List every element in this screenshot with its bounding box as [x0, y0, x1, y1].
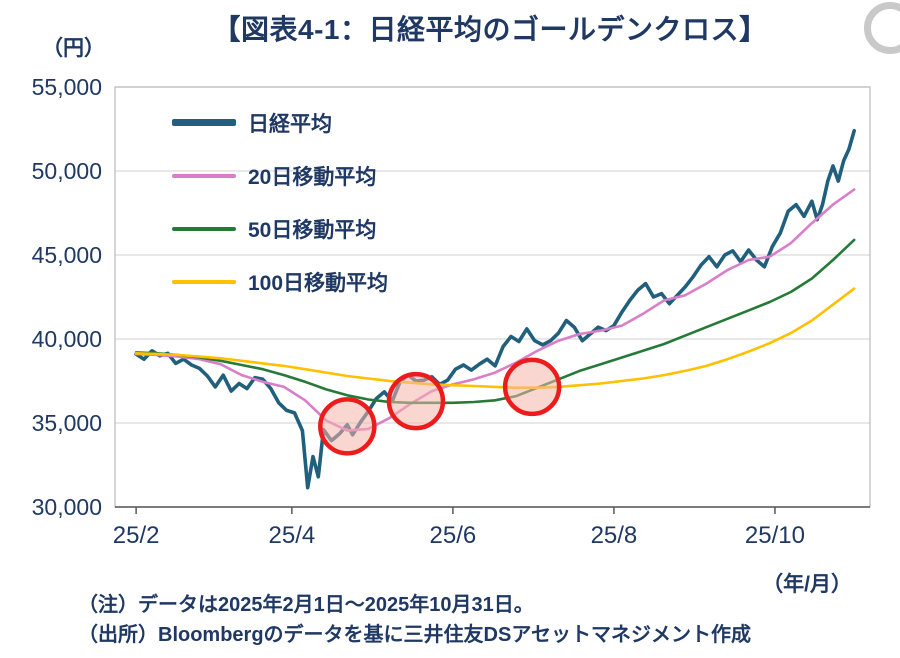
- legend-swatch-nikkei: [172, 119, 236, 126]
- y-tick-label: 30,000: [32, 494, 102, 520]
- series-line: [134, 128, 857, 490]
- y-tick-label: 50,000: [32, 158, 102, 184]
- legend-item-ma50: 50日移動平均: [172, 202, 388, 255]
- legend-item-nikkei: 日経平均: [172, 96, 388, 149]
- footnote-source-period: （注）データは2025年2月1日～2025年10月31日。: [78, 594, 534, 616]
- y-tick-label: 45,000: [32, 242, 102, 268]
- y-tick-label: 35,000: [32, 410, 102, 436]
- series-line: [134, 238, 856, 405]
- y-tick-label: 55,000: [32, 74, 102, 100]
- legend-swatch-ma20: [172, 173, 236, 178]
- chart-area: 30,000 35,000 40,000 45,000 50,000 55,000 25/2…: [0, 52, 900, 582]
- x-tick-label: 25/6: [430, 522, 477, 549]
- legend-item-ma20: 20日移動平均: [172, 149, 388, 202]
- series-line: [134, 188, 856, 432]
- series-line: [134, 287, 856, 390]
- chart-plot: 30,000 35,000 40,000 45,000 50,000 55,000 25/2…: [32, 74, 871, 549]
- golden-cross-circle: [318, 397, 377, 456]
- legend-label-nikkei: 日経平均: [248, 112, 332, 136]
- corner-arc-decoration: [864, 2, 900, 54]
- y-tick-label: 40,000: [32, 326, 102, 352]
- legend-label-ma20: 20日移動平均: [248, 165, 377, 189]
- legend-swatch-ma100: [172, 279, 236, 284]
- x-tick-label: 25/8: [591, 522, 638, 549]
- golden-cross-circle: [502, 357, 562, 417]
- legend-swatch-ma50: [172, 226, 236, 231]
- x-axis-unit-label: （年/月）: [762, 573, 852, 596]
- x-tick-label: 25/2: [113, 522, 160, 549]
- legend-label-ma100: 100日移動平均: [248, 271, 389, 295]
- x-tick-label: 25/10: [745, 522, 805, 549]
- footnote-source-attribution: （出所）Bloombergのデータを基に三井住友DSアセットマネジメント作成: [78, 624, 751, 646]
- chart-legend: 日経平均 20日移動平均 50日移動平均 100日移動平均: [172, 96, 388, 308]
- y-axis-unit-label: （円）: [42, 37, 105, 60]
- legend-label-ma50: 50日移動平均: [248, 218, 377, 242]
- legend-item-ma100: 100日移動平均: [172, 255, 388, 308]
- x-tick-label: 25/4: [269, 522, 316, 549]
- footnotes: （注）データは2025年2月1日～2025年10月31日。 （出所）Bloomb…: [78, 590, 751, 650]
- chart-title: 【図表4-1：日経平均のゴールデンクロス】: [212, 14, 768, 45]
- golden-cross-circle: [386, 371, 446, 431]
